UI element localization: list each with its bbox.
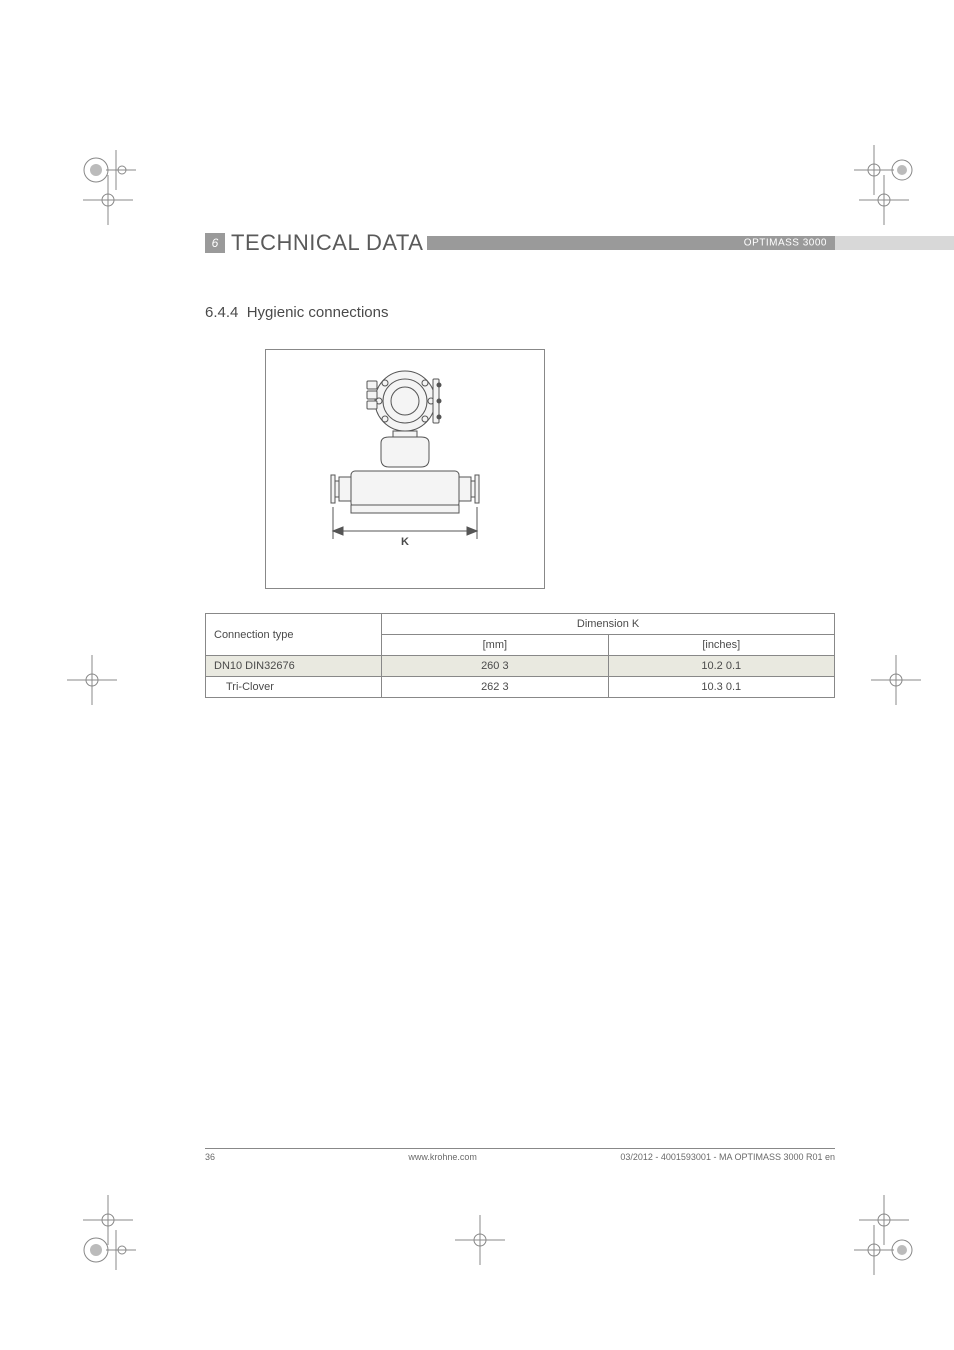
- footer-url: www.krohne.com: [265, 1152, 620, 1162]
- print-mark-tl2: [78, 170, 138, 230]
- section-header: 6 TECHNICAL DATA OPTIMASS 3000: [205, 230, 835, 256]
- dimension-label: K: [401, 536, 409, 548]
- table-header-row: Connection type Dimension K: [206, 614, 835, 635]
- print-mark-mr: [866, 650, 926, 710]
- col-inches: [inches]: [608, 635, 834, 656]
- header-bar-tail: [835, 236, 954, 250]
- table-row: Tri-Clover 262 3 10.3 0.1: [206, 677, 835, 698]
- page-content: 6 TECHNICAL DATA OPTIMASS 3000 6.4.4 Hyg…: [205, 230, 835, 698]
- col-mm: [mm]: [382, 635, 608, 656]
- subsection-name: Hygienic connections: [247, 304, 389, 321]
- print-mark-ml: [62, 650, 122, 710]
- page-number: 36: [205, 1152, 265, 1162]
- chapter-number: 6: [205, 233, 225, 253]
- print-mark-tr2: [854, 170, 914, 230]
- product-name: OPTIMASS 3000: [744, 238, 827, 249]
- print-mark-bc: [450, 1210, 510, 1270]
- print-mark-br2: [854, 1220, 914, 1280]
- cell-type: DN10 DIN32676: [206, 656, 382, 677]
- cell-mm: 262 3: [382, 677, 608, 698]
- footer-doc-id: 03/2012 - 4001593001 - MA OPTIMASS 3000 …: [620, 1152, 835, 1162]
- header-bar: OPTIMASS 3000: [427, 236, 835, 250]
- print-mark-bl2: [78, 1220, 138, 1280]
- subsection-number: 6.4.4: [205, 304, 238, 321]
- footer-rule: [205, 1148, 835, 1149]
- page-footer: 36 www.krohne.com 03/2012 - 4001593001 -…: [205, 1152, 835, 1162]
- cell-inches: 10.3 0.1: [608, 677, 834, 698]
- table-row: DN10 DIN32676 260 3 10.2 0.1: [206, 656, 835, 677]
- col-connection-type: Connection type: [206, 614, 382, 656]
- col-dimension-k: Dimension K: [382, 614, 835, 635]
- dimensions-table: Connection type Dimension K [mm] [inches…: [205, 613, 835, 698]
- section-title: TECHNICAL DATA: [231, 230, 423, 256]
- technical-drawing: K: [265, 349, 545, 589]
- cell-inches: 10.2 0.1: [608, 656, 834, 677]
- subsection-title: 6.4.4 Hygienic connections: [205, 304, 835, 321]
- cell-type: Tri-Clover: [206, 677, 382, 698]
- cell-mm: 260 3: [382, 656, 608, 677]
